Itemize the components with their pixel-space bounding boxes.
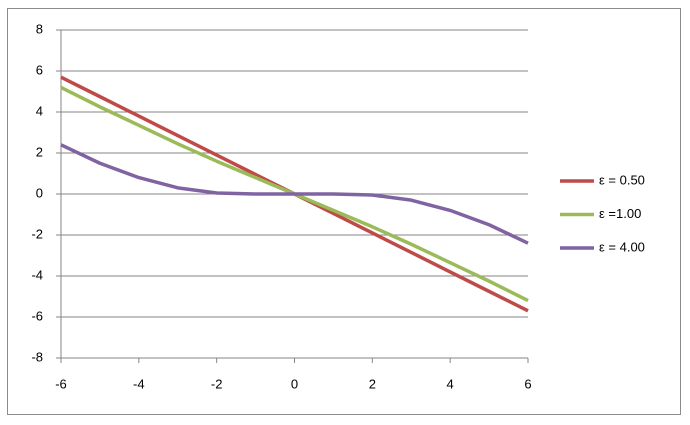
y-tick-label: 0 (36, 185, 43, 200)
legend-label: ε = 4.00 (599, 239, 645, 254)
x-tick-label: 0 (291, 376, 298, 391)
y-tick-label: 2 (36, 144, 43, 159)
y-tick-label: 6 (36, 62, 43, 77)
y-tick-label: -2 (31, 226, 43, 241)
y-tick-label: 4 (36, 103, 43, 118)
x-tick-label: 6 (524, 376, 531, 391)
legend-label: ε = 0.50 (599, 172, 645, 187)
chart-frame (7, 8, 681, 415)
x-tick-label: -2 (211, 376, 223, 391)
series-line (60, 143, 529, 245)
legend-label: ε =1.00 (599, 206, 641, 221)
x-tick-label: 2 (369, 376, 376, 391)
x-tick-label: -6 (55, 376, 67, 391)
y-tick-label: -4 (31, 267, 43, 282)
y-tick-label: -6 (31, 308, 43, 323)
y-tick-label: 8 (36, 21, 43, 36)
y-tick-label: -8 (31, 349, 43, 364)
x-tick-label: -4 (133, 376, 145, 391)
x-tick-label: 4 (447, 376, 454, 391)
